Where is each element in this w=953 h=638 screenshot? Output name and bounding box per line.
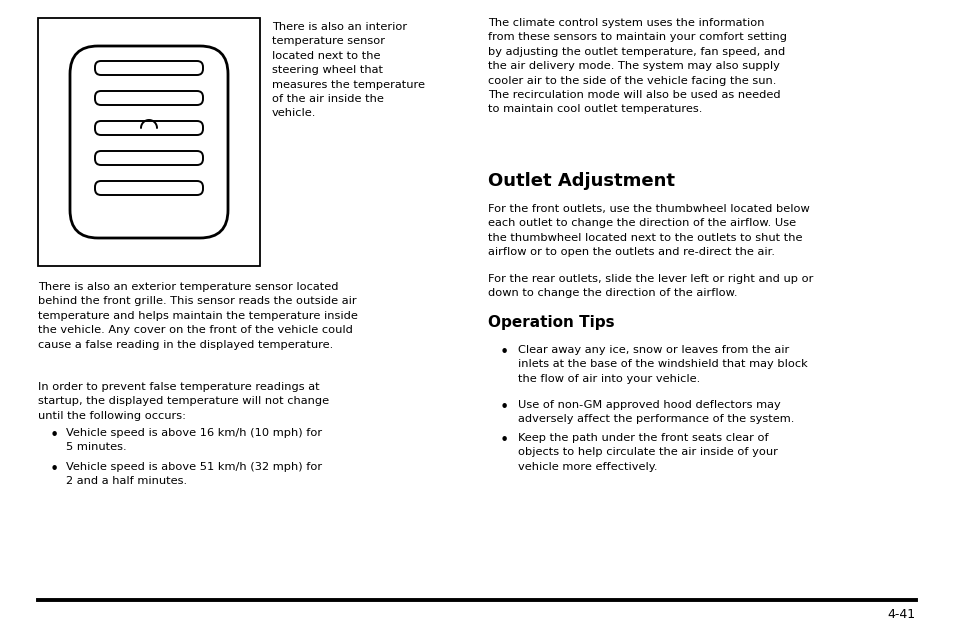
Text: •: • [499, 433, 509, 448]
Text: •: • [50, 428, 59, 443]
Text: Use of non-GM approved hood deflectors may
adversely affect the performance of t: Use of non-GM approved hood deflectors m… [517, 400, 794, 424]
Text: 4-41: 4-41 [887, 608, 915, 621]
Text: Operation Tips: Operation Tips [488, 315, 614, 330]
Text: Keep the path under the front seats clear of
objects to help circulate the air i: Keep the path under the front seats clea… [517, 433, 777, 471]
FancyBboxPatch shape [95, 151, 203, 165]
Text: For the rear outlets, slide the lever left or right and up or
down to change the: For the rear outlets, slide the lever le… [488, 274, 813, 299]
Text: •: • [499, 345, 509, 360]
Text: The climate control system uses the information
from these sensors to maintain y: The climate control system uses the info… [488, 18, 786, 114]
Text: There is also an interior
temperature sensor
located next to the
steering wheel : There is also an interior temperature se… [272, 22, 424, 119]
Text: In order to prevent false temperature readings at
startup, the displayed tempera: In order to prevent false temperature re… [38, 382, 329, 421]
FancyBboxPatch shape [70, 46, 228, 238]
Bar [38, 18, 260, 266]
Text: Vehicle speed is above 16 km/h (10 mph) for
5 minutes.: Vehicle speed is above 16 km/h (10 mph) … [66, 428, 322, 452]
Text: Vehicle speed is above 51 km/h (32 mph) for
2 and a half minutes.: Vehicle speed is above 51 km/h (32 mph) … [66, 462, 322, 486]
Text: There is also an exterior temperature sensor located
behind the front grille. Th: There is also an exterior temperature se… [38, 282, 357, 350]
Text: •: • [50, 462, 59, 477]
FancyBboxPatch shape [95, 121, 203, 135]
Text: Outlet Adjustment: Outlet Adjustment [488, 172, 675, 190]
FancyBboxPatch shape [95, 61, 203, 75]
FancyBboxPatch shape [95, 181, 203, 195]
Text: •: • [499, 400, 509, 415]
FancyBboxPatch shape [95, 91, 203, 105]
Text: Clear away any ice, snow or leaves from the air
inlets at the base of the windsh: Clear away any ice, snow or leaves from … [517, 345, 807, 384]
Text: For the front outlets, use the thumbwheel located below
each outlet to change th: For the front outlets, use the thumbwhee… [488, 204, 809, 257]
